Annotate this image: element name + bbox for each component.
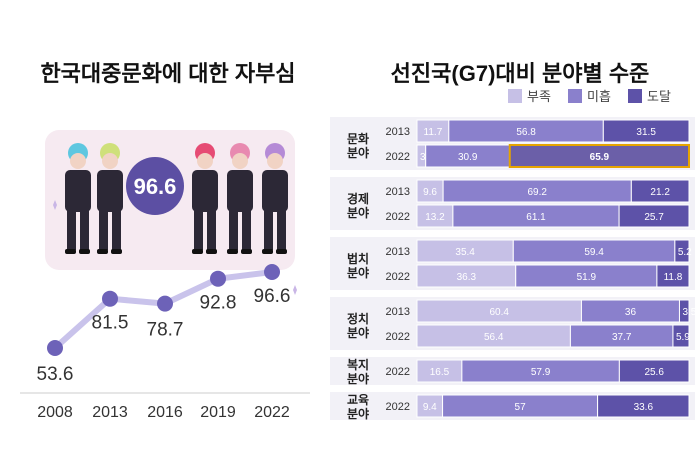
left-chart-title: 한국대중문화에 대한 자부심 [40, 61, 296, 86]
bar-segment [630, 179, 690, 203]
x-tick-label: 2008 [37, 404, 73, 421]
field-label: 정치 [347, 311, 369, 326]
figure-illustration [65, 143, 91, 254]
bar-value-label: 36.3 [457, 272, 477, 283]
data-label: 53.6 [37, 364, 74, 385]
bar-value-label: 37.7 [612, 332, 632, 343]
bar-segment [678, 299, 690, 323]
row-year-label: 2022 [386, 401, 410, 413]
data-label: 96.6 [254, 286, 291, 307]
bar-value-label: 16.5 [430, 367, 450, 378]
row-year-label: 2013 [386, 246, 410, 258]
bar-segment [597, 394, 690, 418]
data-point [47, 340, 63, 356]
stacked-bar-chart: 부족미흡도달2013문화분야11.756.831.520223.230.965.… [330, 89, 695, 421]
field-label: 분야 [347, 406, 369, 421]
bar-value-label: 51.9 [577, 272, 597, 283]
row-year-label: 2013 [386, 126, 410, 138]
legend-swatch [508, 89, 522, 103]
x-tick-label: 2016 [147, 404, 183, 421]
figure-illustration [97, 143, 123, 254]
bar-segment [508, 144, 690, 168]
figure-illustration [192, 143, 218, 254]
bar-segment [618, 359, 690, 383]
x-tick-label: 2019 [200, 404, 236, 421]
row-year-label: 2022 [386, 331, 410, 343]
badge-circle [126, 157, 184, 215]
bar-value-label: 11.8 [664, 272, 683, 283]
bar-value-label: 65.9 [590, 152, 610, 163]
field-label: 복지 [347, 357, 369, 372]
bar-segment [672, 324, 690, 348]
bar-value-label: 5.2 [678, 247, 692, 258]
bar-value-label: 13.2 [425, 212, 445, 223]
bar-value-label: 61.1 [526, 212, 546, 223]
field-label: 분야 [347, 371, 369, 386]
field-label: 분야 [347, 325, 369, 340]
data-point [102, 290, 118, 307]
data-point [210, 270, 226, 287]
bar-value-label: 57 [515, 402, 527, 413]
badge-value: 96.6 [134, 174, 177, 199]
row-year-label: 2022 [386, 271, 410, 283]
bar-segment [674, 239, 690, 263]
bar-value-label: 33.6 [634, 402, 654, 413]
bar-value-label: 25.7 [644, 212, 664, 223]
field-label: 교육 [347, 392, 369, 407]
x-tick-label: 2013 [92, 404, 128, 421]
legend-label: 도달 [647, 89, 671, 104]
bar-value-label: 21.2 [650, 187, 670, 198]
bar-value-label: 36 [625, 307, 637, 318]
figure-illustration [262, 143, 288, 254]
bar-value-label: 3.5 [682, 307, 695, 318]
bar-value-label: 60.4 [489, 307, 509, 318]
field-label: 분야 [347, 265, 369, 280]
row-year-label: 2013 [386, 186, 410, 198]
bar-value-label: 9.4 [423, 402, 437, 413]
bar-value-label: 5.9 [676, 332, 690, 343]
bar-value-label: 30.9 [458, 152, 478, 163]
field-label: 분야 [347, 145, 369, 160]
figure-illustration [227, 143, 253, 254]
bar-value-label: 25.6 [644, 367, 664, 378]
row-year-label: 2013 [386, 306, 410, 318]
right-chart-title: 선진국(G7)대비 분야별 수준 [390, 61, 650, 86]
bar-value-label: 59.4 [584, 247, 604, 258]
field-label: 분야 [347, 205, 369, 220]
legend-label: 부족 [527, 89, 551, 104]
line-chart: 96.6 53.6 81.5 78.7 92.8 96.6 2008 2013 2016 2019… [20, 130, 310, 421]
row-year-label: 2022 [386, 151, 410, 163]
x-tick-label: 2022 [254, 404, 290, 421]
row-year-label: 2022 [386, 211, 410, 223]
bar-value-label: 69.2 [527, 187, 547, 198]
bar-value-label: 9.6 [423, 187, 437, 198]
data-label: 78.7 [147, 320, 184, 341]
bar-value-label: 11.7 [424, 127, 443, 138]
field-label: 문화 [347, 131, 369, 146]
bar-value-label: 31.5 [636, 127, 656, 138]
field-label: 법치 [347, 251, 369, 266]
sparkle-decoration [53, 200, 57, 210]
data-label: 81.5 [92, 313, 129, 334]
row-year-label: 2022 [386, 366, 410, 378]
bar-value-label: 57.9 [531, 367, 551, 378]
data-point [157, 295, 173, 312]
bar-segment [602, 119, 690, 143]
legend-swatch [568, 89, 582, 103]
data-point [264, 264, 280, 280]
bar-value-label: 56.8 [516, 127, 536, 138]
legend-swatch [628, 89, 642, 103]
legend-label: 미흡 [587, 89, 611, 104]
bar-value-label: 35.4 [455, 247, 475, 258]
bar-value-label: 56.4 [484, 332, 504, 343]
data-label: 92.8 [200, 293, 237, 314]
bar-segment [656, 264, 690, 288]
bar-segment [618, 204, 690, 228]
field-label: 경제 [347, 192, 369, 206]
sparkle-decoration [293, 285, 297, 295]
